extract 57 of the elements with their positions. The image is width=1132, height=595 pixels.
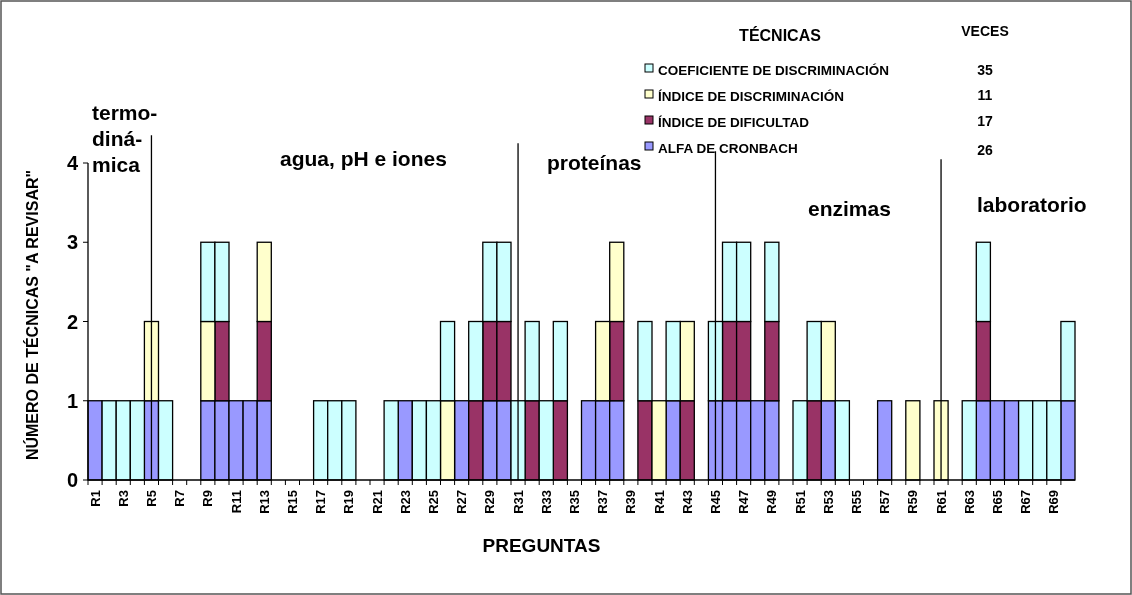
x-tick-label: R67 (1018, 490, 1034, 514)
legend-label: ALFA DE CRONBACH (658, 140, 798, 156)
y-tick-label: 2 (66, 310, 78, 333)
legend-label: ÍNDICE DE DIFICULTAD (658, 114, 810, 130)
y-tick-label: 4 (66, 152, 79, 174)
x-tick-label: R49 (764, 490, 780, 514)
x-tick-label: R31 (510, 490, 526, 514)
x-tick-label: R37 (595, 490, 611, 514)
legend-label: ÍNDICE DE DISCRIMINACIÓN (658, 88, 845, 104)
text: 35 (977, 62, 993, 78)
annotation: laboratorio (977, 193, 1087, 216)
x-tick-label: R55 (849, 490, 864, 514)
x-tick-label: R63 (961, 490, 977, 514)
y-tick-label: 0 (66, 469, 78, 491)
annotation: agua, pH e iones (280, 147, 447, 170)
legend-label: COEFICIENTE DE DISCRIMINACIÓN (658, 62, 890, 78)
x-tick-label: R21 (369, 490, 385, 514)
x-tick-label: R51 (792, 490, 808, 514)
x-tick-label: R61 (933, 490, 949, 514)
y-tick-label: 3 (66, 231, 78, 254)
x-tick-label: R69 (1046, 490, 1062, 514)
x-tick-label: R27 (454, 490, 470, 514)
x-tick-label: R1 (87, 490, 103, 507)
x-tick-label: R17 (313, 490, 329, 514)
x-tick-label: R53 (820, 490, 836, 514)
text: 26 (977, 142, 993, 158)
x-tick-label: R29 (482, 490, 498, 514)
x-tick-label: R65 (990, 490, 1005, 514)
text: 17 (977, 113, 993, 129)
annotation: termo- diná- mica (92, 101, 158, 176)
x-tick-label: R13 (256, 490, 272, 514)
x-tick-label: R5 (144, 490, 159, 507)
x-tick-label: R3 (115, 490, 131, 507)
x-tick-label: R43 (679, 490, 695, 514)
y-tick-label: 1 (66, 389, 78, 412)
x-tick-label: R47 (736, 490, 752, 514)
x-tick-label: R19 (341, 490, 357, 514)
annotation: enzimas (808, 197, 891, 220)
x-tick-label: R25 (426, 490, 441, 514)
text: VECES (961, 23, 1009, 39)
text: 11 (977, 87, 993, 103)
x-tick-label: R11 (228, 490, 244, 514)
x-tick-label: R39 (623, 490, 639, 514)
x-tick-label: R9 (200, 490, 216, 507)
legend-title: TÉCNICAS (739, 26, 822, 44)
x-tick-label: R7 (172, 490, 188, 507)
y-axis-title: NÚMERO DE TÉCNICAS "A REVISAR" (23, 169, 41, 461)
x-tick-label: R33 (538, 490, 554, 514)
x-axis-title: PREGUNTAS (482, 535, 601, 556)
x-tick-label: R59 (905, 490, 921, 514)
x-tick-label: R15 (285, 490, 300, 514)
x-tick-label: R45 (708, 490, 723, 514)
x-tick-label: R57 (877, 490, 893, 514)
x-tick-label: R23 (397, 490, 413, 514)
x-tick-label: R41 (651, 490, 667, 514)
x-tick-label: R35 (567, 490, 582, 514)
annotation: proteínas (547, 151, 642, 174)
